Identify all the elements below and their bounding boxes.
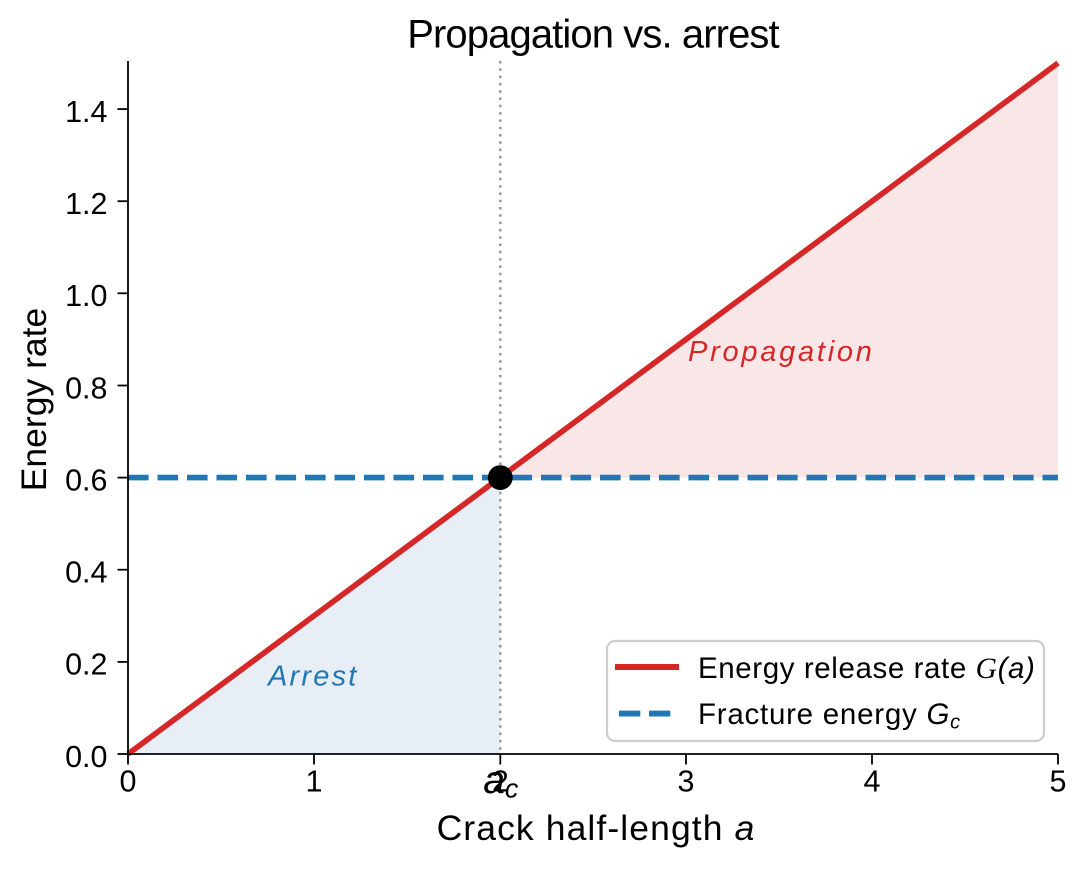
svg-text:Crack half-length a: Crack half-length a: [437, 808, 756, 848]
svg-text:3: 3: [678, 765, 695, 799]
svg-text:2: 2: [492, 765, 509, 799]
svg-text:1.2: 1.2: [65, 187, 107, 221]
svg-text:0.6: 0.6: [65, 463, 107, 497]
svg-text:Propagation: Propagation: [688, 336, 875, 368]
svg-text:ac: ac: [483, 759, 519, 804]
svg-text:0.0: 0.0: [65, 740, 107, 774]
svg-text:0.4: 0.4: [65, 556, 107, 590]
svg-text:Propagation vs. arrest: Propagation vs. arrest: [407, 13, 779, 57]
svg-text:1: 1: [306, 765, 323, 799]
svg-text:Arrest: Arrest: [266, 660, 359, 692]
svg-text:Fracture energy Gc: Fracture energy Gc: [698, 698, 961, 734]
svg-text:1.4: 1.4: [65, 95, 107, 129]
svg-text:0: 0: [120, 765, 137, 799]
svg-text:4: 4: [864, 765, 881, 799]
svg-text:0.8: 0.8: [65, 371, 107, 405]
svg-text:Energy release rate G(a): Energy release rate G(a): [698, 652, 1035, 685]
svg-text:5: 5: [1050, 765, 1067, 799]
svg-text:0.2: 0.2: [65, 648, 107, 682]
svg-text:1.0: 1.0: [65, 279, 107, 313]
svg-text:Energy rate: Energy rate: [14, 308, 54, 492]
